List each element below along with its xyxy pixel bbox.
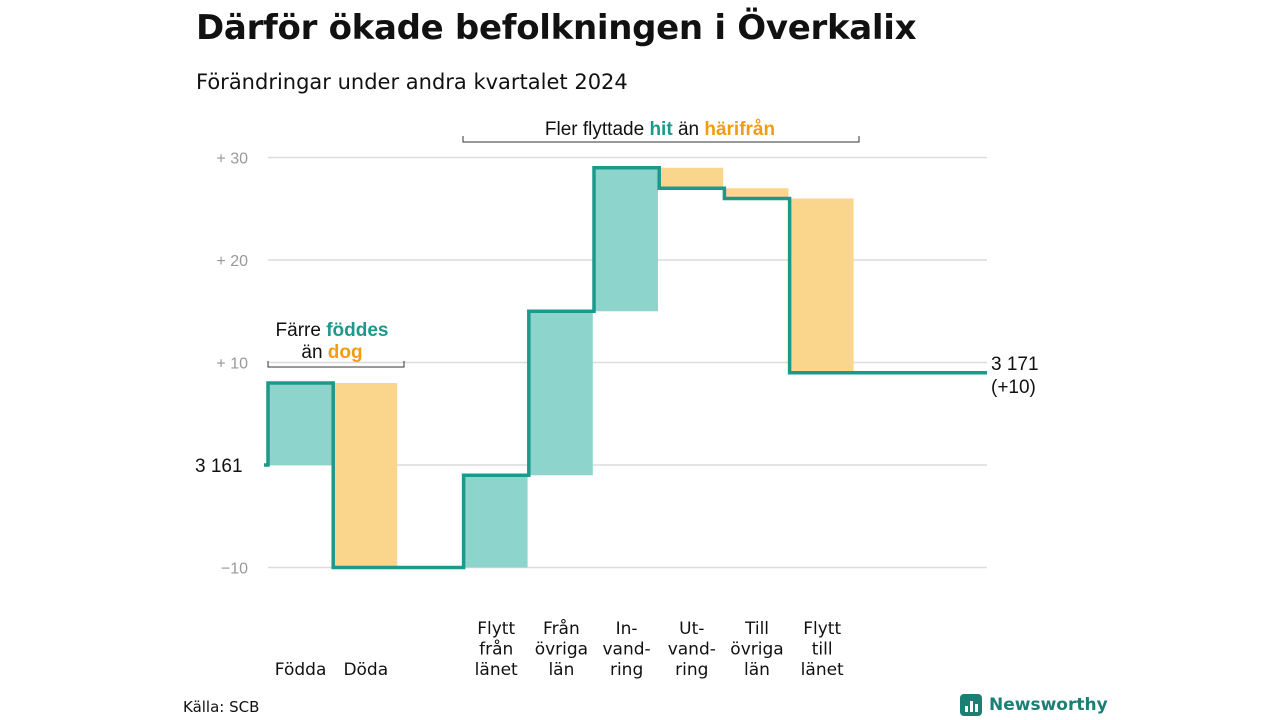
chart-subtitle: Förändringar under andra kvartalet 2024 [196,70,628,94]
migration-annotation: Fler flyttade hit än härifrån [462,119,860,143]
end-value-label: 3 171 [991,354,1039,375]
bar-layer [269,167,854,568]
chart-title: Därför ökade befolkningen i Överkalix [196,8,917,48]
category-label: länet [475,660,518,680]
end-change-label: (+10) [991,377,1036,398]
increase-bar [269,383,332,465]
brand-name: Newsworthy [989,695,1108,715]
source-note: Källa: SCB [183,698,260,716]
category-label: län [548,660,574,680]
births-annotation-line1: Färre föddes [276,320,389,341]
decrease-bar [334,383,398,568]
category-label: län [744,660,770,680]
migration-annotation-text: Fler flyttade hit än härifrån [545,119,775,140]
cumulative-step-line [264,166,987,570]
category-label: Döda [343,660,388,680]
decrease-bar [660,167,724,189]
y-tick-label: + 30 [216,151,248,168]
category-label: till [812,640,833,660]
category-label: ring [675,660,708,680]
category-label: Till [744,619,769,639]
start-value-label: 3 161 [195,456,243,477]
category-label: från [479,639,513,660]
category-label: In- [616,619,638,639]
increase-bar [464,475,528,568]
category-label: ring [610,660,643,680]
births-deaths-annotation: Färre föddes än dog [267,320,405,368]
y-tick-label: + 20 [216,253,248,270]
y-tick-label: −10 [221,561,248,578]
category-label: vand- [668,640,716,660]
category-label: övriga [730,640,783,660]
bar-chart-icon [960,694,982,716]
category-label: övriga [535,640,588,660]
category-label: Flytt [477,619,515,639]
category-label: Från [543,618,580,639]
increase-bar [595,167,658,312]
category-label: Ut- [679,619,704,639]
line-layer [264,166,987,570]
migration-annotation-bracket [462,136,860,143]
newsworthy-logo[interactable]: Newsworthy [960,694,1108,716]
category-label: Flytt [803,619,841,639]
y-tick-label: + 10 [216,356,248,373]
increase-bar [529,311,593,476]
births-annotation-bracket [267,361,405,368]
category-label: Födda [275,660,327,680]
category-label: vand- [603,640,651,660]
decrease-bar [790,198,854,373]
births-annotation-line2: än dog [301,342,362,363]
decrease-bar [725,188,789,199]
category-label: länet [801,660,844,680]
